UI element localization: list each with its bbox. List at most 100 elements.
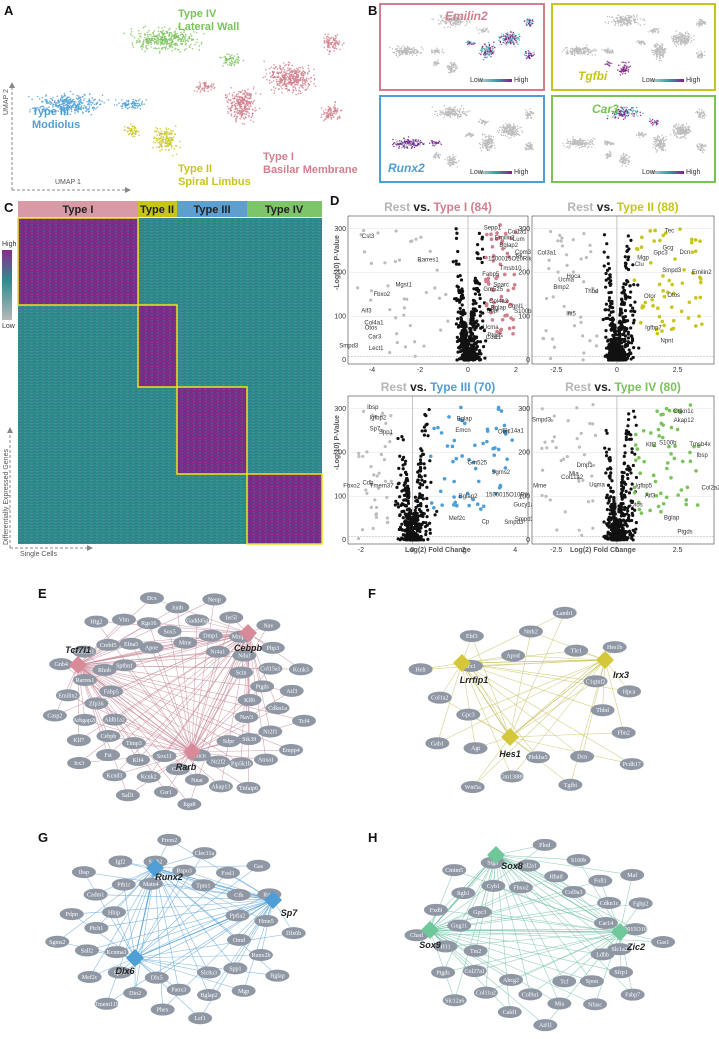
network-node: Crebf5 (96, 638, 121, 651)
gene-label-runx2: Runx2 (388, 161, 425, 175)
network-node: Cdkn1c (597, 896, 622, 909)
volcano-gene-label: Mgp (637, 256, 649, 262)
network-node: Vim (111, 613, 136, 626)
network-node: Tnfaip6 (236, 781, 261, 794)
network-node: Klf6 (237, 694, 262, 707)
network-node: Htg2 (84, 615, 109, 628)
network-node: Neop (202, 593, 227, 606)
network-node: Cebpb (96, 730, 121, 743)
network-node: Gng11 (447, 919, 472, 932)
network-node: Casp2 (42, 709, 67, 722)
volcano-gene-label: Cdkn1c (673, 409, 693, 415)
volcano-gene-label: Ptgds (677, 529, 692, 535)
network-node: Sall1 (115, 789, 140, 802)
panel-label-f: F (368, 586, 376, 601)
network-node: Agt (463, 742, 488, 755)
network-hub: Lrrfip1 (453, 654, 488, 685)
volcano-ytick: 200 (334, 270, 346, 277)
volcano-gene-label: Bglap2 (459, 494, 478, 500)
network-node: Hes1b (602, 641, 627, 654)
network-node: Efna5 (119, 637, 144, 650)
volcano-title-3: Rest vs. Type III (70) (381, 380, 496, 394)
network-e: Nav3 Nr2f1 Empp4 Stk39 Anxa1 Sdpr Pip5k1b Tnfai… (42, 592, 316, 811)
network-node: Arhgap20 (72, 713, 97, 726)
network-node: Chad (404, 929, 429, 942)
volcano-gene-label: Otor (644, 294, 656, 300)
volcano-xtick: 2 (514, 367, 518, 374)
volcano-ytick: 300 (518, 406, 530, 413)
network-node: Foll1 (588, 874, 613, 887)
volcano-gene-label: Ucma (589, 483, 605, 489)
network-node: Omd (227, 933, 252, 946)
network-node: Nr2f1 (258, 725, 283, 738)
network-node: Bglap (265, 969, 290, 982)
volcano-gene-label: Car3 (368, 335, 382, 341)
panel-label-g: G (38, 830, 48, 845)
volcano-xtick: -4 (369, 367, 375, 374)
heatmap-highlight-boxes (17, 217, 323, 545)
volcano-gene-label: Ifit5 (566, 312, 576, 318)
volcano-gene-label: Ucma (483, 325, 499, 331)
network-node: Lamb1 (552, 606, 577, 619)
network-node: Sfrp1 (609, 966, 634, 979)
volcano-ytick: 100 (518, 313, 530, 320)
network-node: Apoe (139, 641, 164, 654)
heatmap-col-label-2: Type II (140, 204, 174, 216)
network-hub: Sox8 (487, 846, 523, 871)
network-node: Ptch1 (84, 921, 109, 934)
feature-map-runx2: Runx2 Low High (379, 95, 545, 183)
volcano-ytick: 0 (526, 537, 530, 544)
network-node: Frem2 (157, 833, 182, 846)
network-hub: Sox9 (419, 921, 441, 950)
network-node: Hmn5 (254, 914, 279, 927)
volcano-gene-label: Bglap (491, 305, 507, 311)
network-node: Helt (408, 663, 433, 676)
volcano-gene-label: Bglap2 (499, 243, 518, 249)
network-node: Tgfbi (558, 778, 583, 791)
volcano-gene-label: Gucy1a3 (513, 503, 538, 509)
network-node: Col9a3 (561, 885, 586, 898)
network-node: Slc12a6 (442, 994, 467, 1007)
volcano-gene-label: Igfbp5 (635, 483, 652, 489)
cluster-sub-type-i: Basilar Membrane (263, 164, 358, 176)
network-node: Gadd45g (185, 614, 210, 627)
volcano-plot-1: Rest vs. Type I (84) -4 -2 0 2 0 100 200 300 Car3… (334, 200, 532, 374)
network-node: Col15a1 (258, 662, 283, 675)
feature-map-tgfbi: Tgfbi Low High (551, 3, 716, 91)
volcano-xlabel-left: Log(2) Fold Change (405, 547, 471, 554)
network-node: Nr2f2 (206, 755, 231, 768)
heatmap-xlabel: Single Cells (20, 551, 57, 558)
svg-text:High: High (514, 169, 529, 176)
network-node: Plekha5 (525, 751, 550, 764)
panel-label-e: E (38, 586, 47, 601)
volcano-gene-label: 1500015O10Rik (488, 257, 532, 263)
volcano-gene-label: Klf2 (646, 443, 657, 449)
legend-low: Low (2, 323, 16, 330)
volcano-gene-label: Sparc (493, 283, 509, 289)
network-node: Pdpn (59, 908, 84, 921)
volcano-gene-label: Hoca (567, 274, 582, 280)
umap1-arrow (125, 187, 131, 193)
network-node: Fabp7 (620, 988, 645, 1001)
network-node: Spon (579, 975, 604, 988)
network-node: Tcf4 (291, 714, 316, 727)
umap-scatter (28, 25, 345, 157)
network-node: Nr4a1 (205, 645, 230, 658)
network-node: Atf3 (279, 684, 304, 697)
volcano-gene-label: Fbxo2 (373, 292, 390, 298)
network-node: Ibsp (71, 866, 96, 879)
volcano-gene-label: Emcn (455, 428, 470, 434)
network-node: Gm13889 (499, 770, 524, 783)
panel-d: D Rest vs. Type I (84)-4 -2 0 20100200300Ca… (330, 193, 719, 554)
panel-c: C Type I Type II Type III Type IV High L… (2, 200, 323, 558)
volcano-gene-label: Cst3 (362, 234, 375, 240)
network-hub: Irx3 (596, 651, 629, 680)
network-node: Klf7 (66, 734, 91, 747)
network-node: Plod (532, 838, 557, 851)
network-node: Cfh (226, 888, 251, 901)
volcano-ylabel-top: -Log(10) P-Value (334, 235, 341, 290)
network-node: Gab1 (425, 737, 450, 750)
gene-label-emilin2: Emilin2 (445, 9, 488, 23)
heatmap-col-header-4 (247, 201, 322, 217)
